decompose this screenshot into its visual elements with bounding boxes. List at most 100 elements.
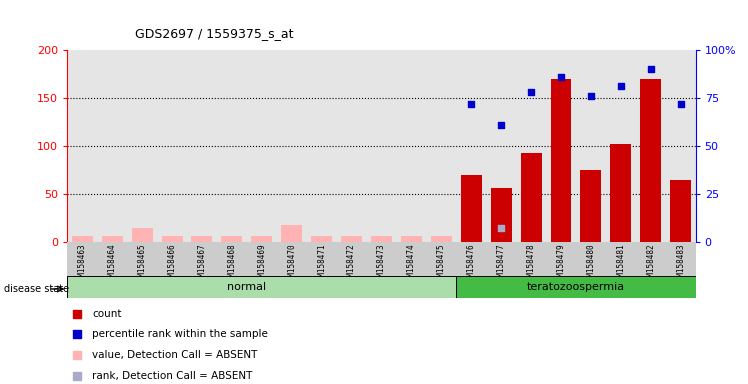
Bar (221, 236, 242, 242)
Text: GSM158473: GSM158473 (377, 244, 386, 285)
Bar (521, 153, 542, 242)
Bar (67, 50, 97, 242)
Bar (666, 50, 696, 242)
Point (71, 311, 83, 317)
Point (675, 101, 687, 107)
Bar (127, 242, 157, 276)
Text: percentile rank within the sample: percentile rank within the sample (93, 329, 269, 339)
Point (525, 89, 537, 95)
Point (495, 122, 507, 128)
Text: value, Detection Call = ABSENT: value, Detection Call = ABSENT (93, 350, 258, 360)
Bar (426, 50, 456, 242)
Text: GSM158465: GSM158465 (138, 244, 147, 285)
Text: GSM158477: GSM158477 (497, 244, 506, 285)
Point (71, 331, 83, 338)
Text: normal: normal (227, 282, 266, 292)
Bar (67, 242, 97, 276)
Bar (132, 228, 153, 242)
Bar (217, 242, 247, 276)
Bar (247, 242, 277, 276)
Bar (281, 225, 302, 242)
Bar (396, 50, 426, 242)
Bar (127, 50, 157, 242)
Bar (341, 236, 362, 242)
Bar (367, 242, 396, 276)
Bar (277, 50, 307, 242)
Bar (217, 50, 247, 242)
Point (71, 372, 83, 379)
Bar (576, 50, 606, 242)
Bar (491, 188, 512, 242)
Bar (546, 50, 576, 242)
Bar (371, 236, 392, 242)
Bar (311, 236, 332, 242)
Text: GSM158480: GSM158480 (586, 244, 595, 285)
Bar (247, 50, 277, 242)
Bar (187, 50, 217, 242)
Bar (456, 242, 486, 276)
Bar (431, 236, 452, 242)
Bar (337, 50, 367, 242)
Text: GSM158467: GSM158467 (197, 244, 206, 285)
Bar (277, 242, 307, 276)
Text: GSM158466: GSM158466 (168, 244, 177, 285)
Text: disease state: disease state (4, 284, 69, 294)
Text: GSM158483: GSM158483 (676, 244, 685, 285)
Text: GSM158468: GSM158468 (227, 244, 236, 285)
Text: count: count (93, 309, 122, 319)
Bar (636, 50, 666, 242)
Bar (486, 50, 516, 242)
Bar (606, 50, 636, 242)
Point (615, 83, 627, 89)
Text: GSM158471: GSM158471 (317, 244, 326, 285)
Text: GSM158464: GSM158464 (108, 244, 117, 285)
Text: GDS2697 / 1559375_s_at: GDS2697 / 1559375_s_at (135, 27, 293, 40)
Bar (640, 79, 661, 242)
Bar (187, 242, 217, 276)
Bar (157, 242, 187, 276)
Bar (251, 236, 272, 242)
Text: GSM158478: GSM158478 (527, 244, 536, 285)
Bar (191, 236, 212, 242)
Bar (426, 242, 456, 276)
Bar (516, 50, 546, 242)
Point (555, 74, 567, 80)
Text: GSM158481: GSM158481 (616, 244, 625, 285)
Text: GSM158479: GSM158479 (557, 244, 565, 285)
Text: GSM158476: GSM158476 (467, 244, 476, 285)
Text: rank, Detection Call = ABSENT: rank, Detection Call = ABSENT (93, 371, 253, 381)
Text: GSM158475: GSM158475 (437, 244, 446, 285)
Bar (580, 170, 601, 242)
Bar (516, 242, 546, 276)
Bar (461, 175, 482, 242)
Bar (72, 236, 93, 242)
Bar (337, 242, 367, 276)
Bar (606, 242, 636, 276)
Text: GSM158472: GSM158472 (347, 244, 356, 285)
Point (71, 352, 83, 358)
Bar (486, 242, 516, 276)
Bar (396, 242, 426, 276)
Bar (162, 236, 183, 242)
Bar (97, 50, 127, 242)
Bar (97, 242, 127, 276)
Text: GSM158469: GSM158469 (257, 244, 266, 285)
Bar (546, 242, 576, 276)
Point (495, 225, 507, 232)
Bar (670, 180, 691, 242)
Text: GSM158482: GSM158482 (646, 244, 655, 285)
Bar (456, 276, 696, 298)
Bar (551, 79, 571, 242)
Bar (367, 50, 396, 242)
Bar (666, 242, 696, 276)
Bar (636, 242, 666, 276)
Bar (102, 236, 123, 242)
Bar (456, 50, 486, 242)
Point (585, 93, 597, 99)
Text: GSM158474: GSM158474 (407, 244, 416, 285)
Bar (576, 242, 606, 276)
Bar (67, 276, 456, 298)
Bar (401, 236, 422, 242)
Bar (157, 50, 187, 242)
Text: teratozoospermia: teratozoospermia (527, 282, 625, 292)
